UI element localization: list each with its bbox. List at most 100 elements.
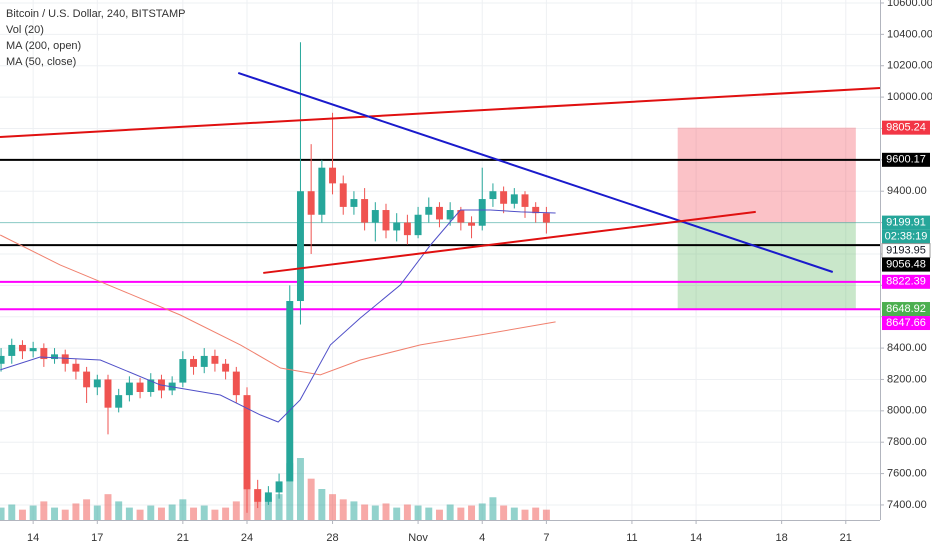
volume-bar (157, 507, 165, 520)
price-label-box (882, 215, 930, 230)
price-label: 9193.95 (886, 245, 926, 257)
volume-bar (457, 507, 465, 520)
volume-bar (521, 509, 529, 520)
volume-bar (286, 463, 294, 520)
candle-body (147, 379, 155, 392)
volume-bar (0, 507, 5, 520)
volume-bar (468, 505, 476, 520)
moving-average (0, 234, 556, 376)
candle-body (232, 371, 240, 396)
countdown-box (882, 229, 930, 244)
volume-bar (168, 504, 176, 520)
volume-bar (61, 509, 69, 520)
trendline (237, 71, 834, 273)
candle-body (243, 395, 251, 490)
price-label-box (882, 316, 930, 331)
y-tick-label: 9400.00 (887, 185, 927, 197)
y-tick-label: 7600.00 (887, 467, 927, 479)
candle-body (542, 213, 550, 223)
candle-body (200, 355, 208, 367)
price-label: 8648.92 (886, 303, 926, 315)
y-tick-label: 8200.00 (887, 373, 927, 385)
candle-body (403, 222, 411, 236)
candle-body (425, 206, 433, 215)
price-label: 9056.48 (886, 259, 926, 271)
price-label-box (882, 152, 930, 167)
y-tick-label: 10200.00 (887, 60, 932, 72)
volume-bar (190, 507, 198, 520)
volume-bar (414, 505, 422, 520)
price-label-box (882, 120, 930, 135)
price-label-box (882, 302, 930, 317)
candle-body (329, 167, 337, 184)
candle-body (318, 167, 326, 215)
candle-body (264, 492, 272, 502)
volume-bar (136, 509, 144, 520)
candle-body (0, 355, 5, 364)
candle-body (275, 481, 283, 493)
x-tick-label: 14 (27, 532, 39, 544)
volume-bar (275, 494, 283, 520)
volume-bar (339, 499, 347, 520)
volume-bar (72, 503, 80, 520)
volume-bar (232, 501, 240, 520)
candle-body (286, 301, 294, 482)
candle-body (115, 395, 123, 408)
volume-bar (500, 505, 508, 520)
price-label: 8647.66 (886, 317, 926, 329)
candle-body (211, 355, 219, 364)
y-tick-label: 10000.00 (887, 91, 932, 103)
volume-bar (296, 458, 304, 520)
volume-bar (382, 503, 390, 520)
y-tick-label: 10400.00 (887, 28, 932, 40)
volume-bar (115, 501, 123, 520)
candle-body (382, 210, 390, 231)
x-tick-label: 11 (626, 532, 637, 544)
price-label: 9199.91 (886, 217, 926, 229)
candle-body (468, 222, 476, 226)
candle-body (435, 206, 443, 220)
volume-bar (104, 494, 112, 520)
indicator-label: MA (200, open) (6, 40, 81, 52)
x-tick-label: 21 (840, 532, 852, 544)
volume-bar (8, 504, 16, 520)
volume-bar (510, 507, 518, 520)
candle-body (350, 199, 358, 207)
candle-body (104, 379, 112, 408)
volume-bar (200, 505, 208, 520)
candle-body (532, 206, 540, 214)
candle-body (40, 348, 48, 360)
candle-body (307, 191, 315, 215)
volume-bar (542, 509, 550, 520)
volume-bar (361, 504, 369, 520)
volume-bar (435, 509, 443, 520)
volume-bar (147, 505, 155, 520)
trendline (263, 210, 756, 274)
candle-body (83, 371, 91, 388)
position-loss-zone (677, 222, 856, 310)
volume-bar (425, 507, 433, 520)
candle-body (489, 191, 497, 200)
candle-body (51, 354, 59, 360)
candle-body (18, 344, 26, 352)
volume-bar (29, 505, 37, 520)
position-profit-zone (677, 127, 856, 223)
price-label: 9600.17 (886, 154, 926, 166)
y-tick-label: 10600.00 (887, 0, 932, 9)
volume-bar (446, 504, 454, 520)
candle-body (414, 214, 422, 236)
y-tick-label: 8400.00 (887, 342, 927, 354)
volume-bar (125, 507, 133, 520)
indicator-label: Vol (20) (6, 24, 44, 36)
volume-bar (51, 507, 59, 520)
candle-body (190, 359, 198, 367)
candle-body (136, 382, 144, 392)
price-label-box (882, 257, 930, 272)
candle-body (478, 199, 486, 226)
volume-bar (179, 499, 187, 520)
volume-bar (329, 494, 337, 520)
volume-bar (393, 507, 401, 520)
x-tick-label: 14 (690, 532, 702, 544)
volume-bar (478, 503, 486, 520)
